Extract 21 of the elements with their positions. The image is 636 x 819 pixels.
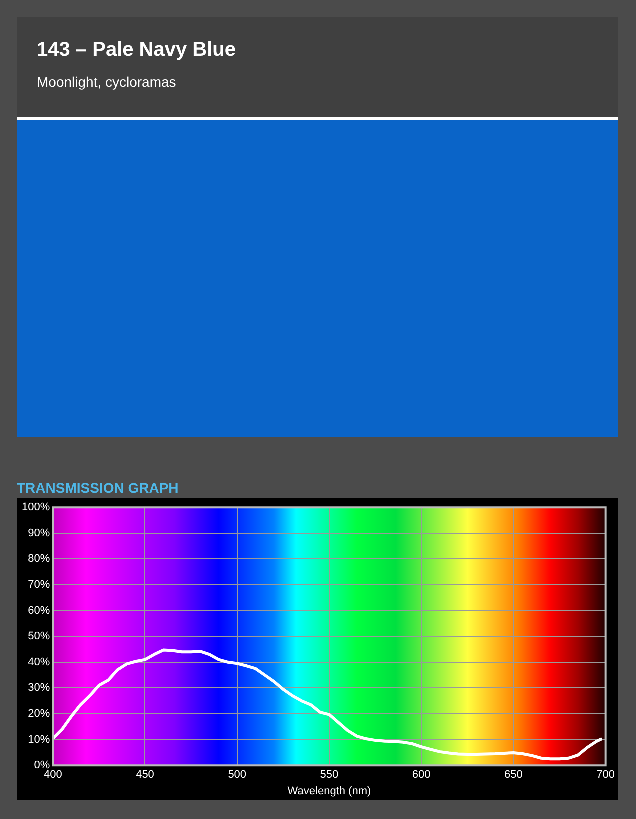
- x-tick-label: 500: [228, 769, 247, 782]
- x-tick-label: 650: [504, 769, 523, 782]
- x-tick-label: 400: [44, 769, 62, 782]
- y-tick-label: 100%: [22, 502, 50, 514]
- y-tick-label: 20%: [28, 708, 50, 720]
- x-axis-title: Wavelength (nm): [288, 785, 372, 798]
- chart-subtitle: Moonlight, cycloramas: [37, 74, 176, 90]
- x-tick-label: 550: [320, 769, 339, 782]
- y-tick-label: 50%: [28, 630, 50, 643]
- x-tick-label: 600: [412, 769, 431, 782]
- y-tick-label: 90%: [28, 527, 50, 540]
- y-tick-label: 80%: [28, 553, 50, 566]
- y-tick-label: 40%: [28, 656, 50, 668]
- y-tick-label: 60%: [28, 604, 50, 617]
- chart-title: 143 – Pale Navy Blue: [37, 39, 236, 62]
- y-tick-label: 10%: [28, 734, 50, 746]
- x-tick-label: 450: [136, 769, 154, 782]
- y-tick-label: 30%: [28, 682, 50, 694]
- x-tick-label: 700: [596, 769, 616, 782]
- y-tick-label: 70%: [28, 579, 50, 592]
- text: TRANSMISSION GRAPH: [17, 480, 179, 496]
